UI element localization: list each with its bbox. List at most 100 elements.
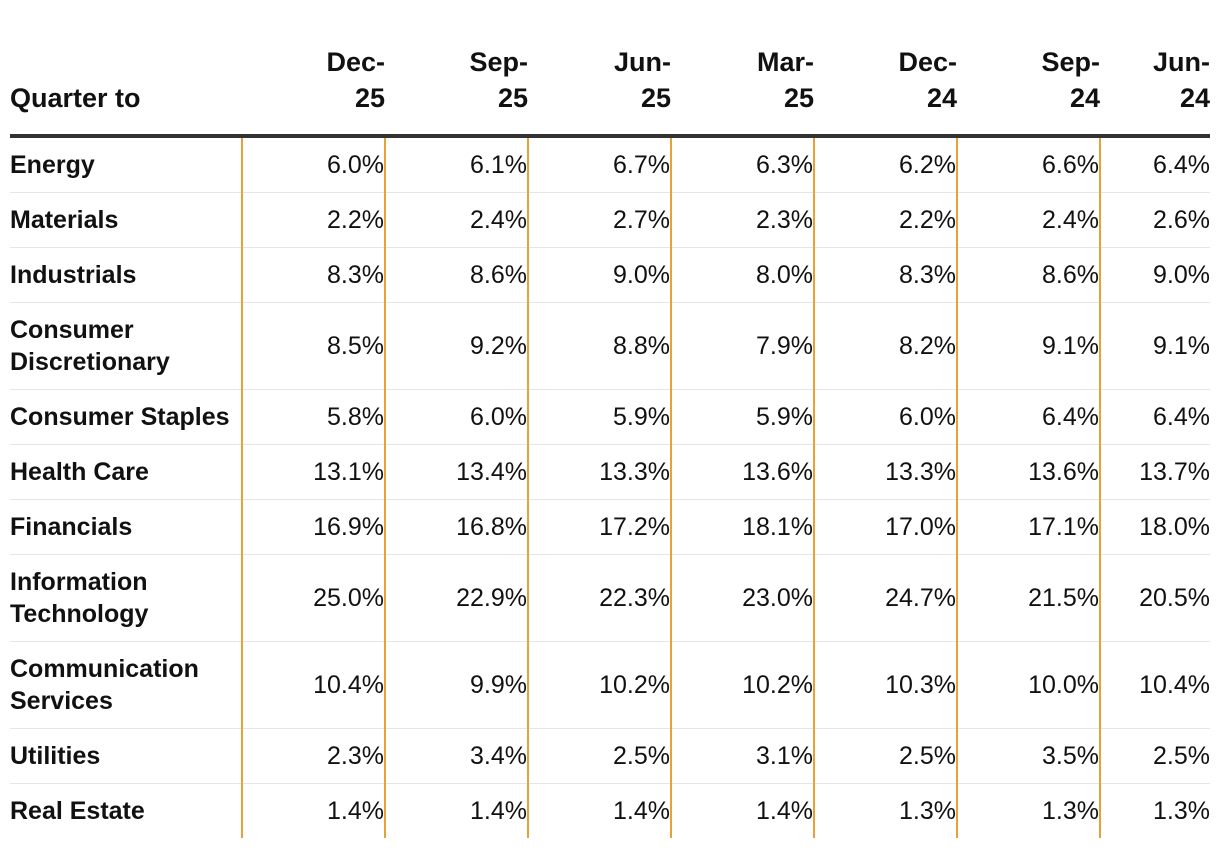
value-cell: 2.4%	[384, 192, 528, 248]
header-dec-24: Dec- 24	[814, 44, 957, 138]
value-cell: 10.2%	[527, 641, 671, 729]
value-cell: 2.3%	[670, 192, 814, 248]
value-cell: 2.3%	[241, 728, 385, 784]
value-cell: 6.6%	[956, 136, 1100, 193]
table-row: Utilities 2.3% 3.4% 2.5% 3.1% 2.5% 3.5% 2.5%	[10, 728, 1210, 784]
value-cell: 2.4%	[956, 192, 1100, 248]
value-cell: 1.4%	[384, 783, 528, 838]
value-cell: 6.1%	[384, 136, 528, 193]
row-label: Communication Services	[10, 641, 242, 729]
value-cell: 18.0%	[1099, 499, 1210, 555]
value-cell: 8.6%	[956, 247, 1100, 303]
header-jun-24: Jun- 24	[1100, 44, 1210, 138]
value-cell: 7.9%	[670, 302, 814, 390]
value-cell: 6.4%	[1099, 389, 1210, 445]
value-cell: 22.3%	[527, 554, 671, 642]
value-cell: 1.4%	[527, 783, 671, 838]
header-line2: 25	[354, 83, 385, 113]
value-cell: 8.2%	[813, 302, 957, 390]
value-cell: 8.8%	[527, 302, 671, 390]
header-line2: 25	[640, 83, 671, 113]
value-cell: 10.3%	[813, 641, 957, 729]
row-label: Utilities	[10, 728, 242, 784]
value-cell: 1.3%	[813, 783, 957, 838]
value-cell: 5.8%	[241, 389, 385, 445]
row-label: Consumer Staples	[10, 389, 242, 445]
value-cell: 21.5%	[956, 554, 1100, 642]
header-line2: 24	[1069, 83, 1100, 113]
value-cell: 6.7%	[527, 136, 671, 193]
header-sep-25: Sep- 25	[385, 44, 528, 138]
header-line2: 24	[1179, 83, 1210, 113]
header-mar-25: Mar- 25	[671, 44, 814, 138]
value-cell: 6.4%	[956, 389, 1100, 445]
value-cell: 9.0%	[527, 247, 671, 303]
header-line1: Mar-	[756, 47, 814, 77]
value-cell: 20.5%	[1099, 554, 1210, 642]
value-cell: 9.2%	[384, 302, 528, 390]
value-cell: 16.8%	[384, 499, 528, 555]
value-cell: 5.9%	[527, 389, 671, 445]
header-line1: Sep-	[1041, 47, 1100, 77]
value-cell: 2.2%	[813, 192, 957, 248]
value-cell: 24.7%	[813, 554, 957, 642]
value-cell: 5.9%	[670, 389, 814, 445]
header-line1: Dec-	[898, 47, 957, 77]
header-line2: 24	[926, 83, 957, 113]
value-cell: 10.4%	[1099, 641, 1210, 729]
value-cell: 13.6%	[670, 444, 814, 500]
value-cell: 8.5%	[241, 302, 385, 390]
row-label: Financials	[10, 499, 242, 555]
header-line2: 25	[497, 83, 528, 113]
row-label: Energy	[10, 136, 242, 193]
value-cell: 2.7%	[527, 192, 671, 248]
value-cell: 6.0%	[384, 389, 528, 445]
value-cell: 9.9%	[384, 641, 528, 729]
table-row: Materials 2.2% 2.4% 2.7% 2.3% 2.2% 2.4% 2.6%	[10, 192, 1210, 248]
value-cell: 3.1%	[670, 728, 814, 784]
value-cell: 2.2%	[241, 192, 385, 248]
value-cell: 3.5%	[956, 728, 1100, 784]
value-cell: 13.3%	[813, 444, 957, 500]
table-row: Energy 6.0% 6.1% 6.7% 6.3% 6.2% 6.6% 6.4%	[10, 136, 1210, 193]
value-cell: 8.3%	[241, 247, 385, 303]
table-row: Health Care 13.1% 13.4% 13.3% 13.6% 13.3% 13.6…	[10, 444, 1210, 500]
value-cell: 2.6%	[1099, 192, 1210, 248]
value-cell: 16.9%	[241, 499, 385, 555]
value-cell: 6.3%	[670, 136, 814, 193]
row-label: Consumer Discretionary	[10, 302, 242, 390]
header-jun-25: Jun- 25	[528, 44, 671, 138]
value-cell: 13.3%	[527, 444, 671, 500]
value-cell: 23.0%	[670, 554, 814, 642]
value-cell: 10.0%	[956, 641, 1100, 729]
row-label: Materials	[10, 192, 242, 248]
row-label: Industrials	[10, 247, 242, 303]
table-row: Information Technology 25.0% 22.9% 22.3% 23.…	[10, 554, 1210, 642]
sector-weights-table-container: Quarter to Dec- 25 Sep- 25 Jun- 25 Mar- 25 D…	[10, 44, 1210, 838]
value-cell: 9.0%	[1099, 247, 1210, 303]
value-cell: 17.2%	[527, 499, 671, 555]
value-cell: 1.4%	[241, 783, 385, 838]
table-row: Industrials 8.3% 8.6% 9.0% 8.0% 8.3% 8.6% 9.0%	[10, 247, 1210, 303]
value-cell: 10.2%	[670, 641, 814, 729]
header-line1: Sep-	[469, 47, 528, 77]
value-cell: 22.9%	[384, 554, 528, 642]
value-cell: 6.2%	[813, 136, 957, 193]
table-row: Consumer Discretionary 8.5% 9.2% 8.8% 7.9% 8.…	[10, 302, 1210, 390]
value-cell: 9.1%	[1099, 302, 1210, 390]
value-cell: 6.0%	[813, 389, 957, 445]
row-label: Health Care	[10, 444, 242, 500]
row-label: Real Estate	[10, 797, 145, 825]
value-cell: 2.5%	[1099, 728, 1210, 784]
value-cell: 8.6%	[384, 247, 528, 303]
value-cell: 25.0%	[241, 554, 385, 642]
header-line1: Jun-	[614, 47, 671, 77]
value-cell: 13.7%	[1099, 444, 1210, 500]
value-cell: 10.4%	[241, 641, 385, 729]
value-cell: 17.0%	[813, 499, 957, 555]
table-row: Financials 16.9% 16.8% 17.2% 18.1% 17.0% 17.1%…	[10, 499, 1210, 555]
table-header: Quarter to Dec- 25 Sep- 25 Jun- 25 Mar- 25 D…	[10, 44, 1210, 138]
value-cell: 17.1%	[956, 499, 1100, 555]
table-row: Real Estate 1.4% 1.4% 1.4% 1.4% 1.3% 1.3% 1.3%	[10, 783, 1210, 838]
value-cell: 8.0%	[670, 247, 814, 303]
